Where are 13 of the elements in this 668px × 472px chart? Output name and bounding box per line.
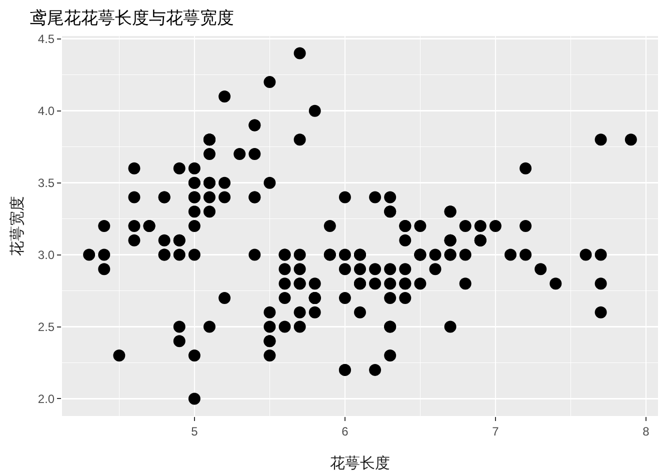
x-tick-label: 5 xyxy=(191,424,198,438)
x-tick-label: 8 xyxy=(642,424,650,438)
x-tick-label: 7 xyxy=(492,424,500,438)
y-axis-title: 花萼宽度 xyxy=(8,196,26,256)
y-tick-label: 4.0 xyxy=(38,104,55,118)
x-tick-label: 6 xyxy=(342,424,349,438)
y-tick-label: 2.5 xyxy=(38,320,55,334)
x-axis-title: 花萼长度 xyxy=(330,454,390,472)
chart-title: 鸢尾花花萼长度与花萼宽度 xyxy=(30,8,234,29)
y-tick-label: 3.0 xyxy=(38,248,55,262)
y-tick-label: 3.5 xyxy=(38,176,55,190)
y-tick-label: 2.0 xyxy=(38,392,55,406)
y-tick-label: 4.5 xyxy=(38,32,55,46)
